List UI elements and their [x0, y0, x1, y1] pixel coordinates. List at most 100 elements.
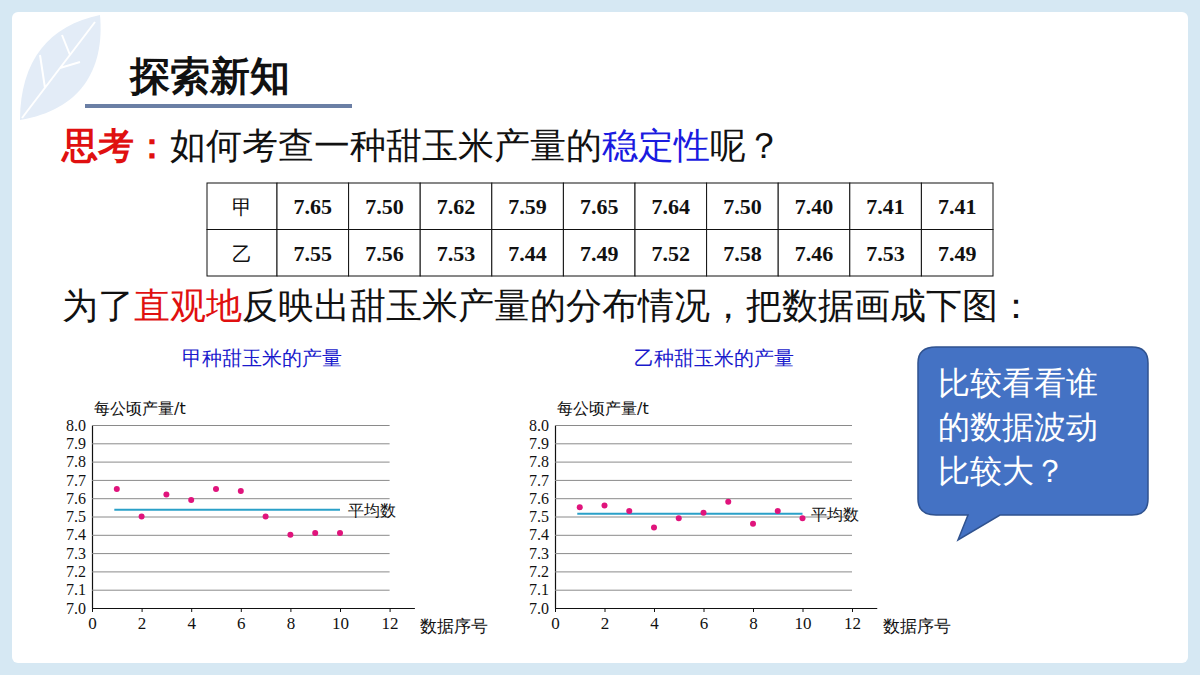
- callout: 比较看看谁的数据波动比较大？: [918, 347, 1148, 540]
- data-table: 甲7.657.507.627.597.657.647.507.407.417.4…: [207, 183, 993, 276]
- y-tick-label: 7.9: [66, 435, 86, 452]
- y-tick-label: 7.6: [66, 490, 86, 507]
- x-tick-label: 10: [795, 614, 812, 633]
- table-value: 7.65: [294, 194, 333, 219]
- data-point: [337, 530, 343, 536]
- callout-text: 的数据波动: [938, 408, 1098, 446]
- y-tick-label: 7.9: [529, 435, 549, 452]
- x-tick-mark: [191, 608, 192, 612]
- x-tick-mark: [753, 608, 754, 612]
- table-value: 7.41: [938, 194, 977, 219]
- table-value: 7.40: [795, 194, 834, 219]
- question: 思考：如何考查一种甜玉米产量的稳定性呢？: [60, 125, 782, 166]
- grid-line: [555, 571, 852, 572]
- grid-line: [555, 517, 852, 518]
- slide-panel: [12, 12, 1188, 663]
- row-label: 乙: [232, 242, 252, 266]
- table-cell: [207, 183, 277, 230]
- x-tick-label: 8: [287, 614, 296, 633]
- data-point: [139, 514, 145, 520]
- caption-part: 反映出甜玉米产量的分布情况，把数据画成下图：: [242, 285, 1034, 326]
- table-cell: [277, 230, 349, 277]
- y-axis-title: 每公顷产量/t: [557, 399, 649, 418]
- leaf-vein: [22, 22, 95, 118]
- chart-title: 乙种甜玉米的产量: [634, 346, 794, 370]
- x-tick: 8: [287, 608, 296, 633]
- slide: 探索新知思考：如何考查一种甜玉米产量的稳定性呢？甲7.657.507.627.5…: [0, 0, 1200, 675]
- y-tick: 7.6: [529, 490, 852, 507]
- grid-line: [555, 553, 852, 554]
- table-cell: [349, 230, 421, 277]
- grid-line: [92, 535, 390, 536]
- table-cell: [635, 230, 707, 277]
- y-tick: 7.9: [529, 435, 852, 452]
- x-axis-line: [93, 608, 415, 609]
- table-value: 7.49: [938, 241, 977, 266]
- x-tick: 10: [795, 608, 812, 633]
- plot-area: [114, 486, 343, 538]
- callout-text: 比较大？: [938, 452, 1066, 490]
- data-point: [213, 486, 219, 492]
- x-tick: 4: [187, 608, 196, 633]
- question-label: 思考：: [60, 125, 170, 166]
- data-point: [750, 521, 756, 527]
- x-tick-mark: [142, 608, 143, 612]
- x-tick-label: 6: [700, 614, 709, 633]
- y-tick-label: 8.0: [66, 417, 86, 434]
- data-point: [312, 530, 318, 536]
- data-point: [775, 508, 781, 514]
- mean-line: [114, 509, 340, 511]
- x-tick-mark: [555, 608, 556, 612]
- data-point: [163, 492, 169, 498]
- x-tick-mark: [803, 608, 804, 612]
- y-tick-label: 7.3: [66, 545, 86, 562]
- table-value: 7.50: [723, 194, 762, 219]
- x-tick-label: 8: [749, 614, 758, 633]
- x-tick-label: 2: [138, 614, 147, 633]
- grid-line: [555, 443, 852, 444]
- mean-label: 平均数: [348, 501, 396, 520]
- table-value: 7.55: [294, 241, 333, 266]
- x-tick-label: 0: [88, 614, 97, 633]
- y-tick: 7.7: [529, 472, 852, 489]
- y-tick-label: 7.4: [529, 526, 549, 543]
- grid-line: [92, 571, 390, 572]
- x-tick-label: 6: [237, 614, 246, 633]
- grid-line: [92, 425, 390, 426]
- table-value: 7.62: [437, 194, 476, 219]
- data-point: [725, 499, 731, 505]
- y-tick: 7.5: [66, 508, 390, 525]
- grid-line: [92, 553, 390, 554]
- x-tick: 10: [332, 608, 349, 633]
- table-value: 7.56: [365, 241, 404, 266]
- y-tick-label: 7.7: [529, 472, 549, 489]
- table-cell: [492, 183, 564, 230]
- x-tick-mark: [290, 608, 291, 612]
- y-tick-label: 7.0: [529, 600, 549, 617]
- grid-line: [555, 590, 852, 591]
- y-axis: 7.07.17.27.37.47.57.67.77.87.98.0: [66, 417, 390, 617]
- table-value: 7.44: [508, 241, 547, 266]
- y-tick: 7.9: [66, 435, 390, 452]
- y-tick-label: 7.7: [66, 472, 86, 489]
- table-cell: [850, 230, 922, 277]
- x-tick-mark: [92, 608, 93, 612]
- y-tick-label: 7.6: [529, 490, 549, 507]
- data-point: [577, 504, 583, 510]
- x-axis: 024681012: [88, 608, 415, 633]
- y-tick: 7.2: [529, 563, 852, 580]
- x-tick-label: 12: [844, 614, 861, 633]
- x-tick-mark: [605, 608, 606, 612]
- y-tick-label: 7.2: [66, 563, 86, 580]
- table-cell: [850, 183, 922, 230]
- x-tick-mark: [390, 608, 391, 612]
- y-tick: 7.3: [66, 545, 390, 562]
- x-tick: 6: [237, 608, 246, 633]
- y-tick-label: 7.5: [66, 508, 86, 525]
- data-point: [626, 508, 632, 514]
- callout-text: 比较看看谁: [938, 364, 1098, 402]
- table-cell: [563, 230, 635, 277]
- table-value: 7.50: [365, 194, 404, 219]
- y-tick-label: 7.8: [66, 453, 86, 470]
- y-tick-label: 7.0: [66, 600, 86, 617]
